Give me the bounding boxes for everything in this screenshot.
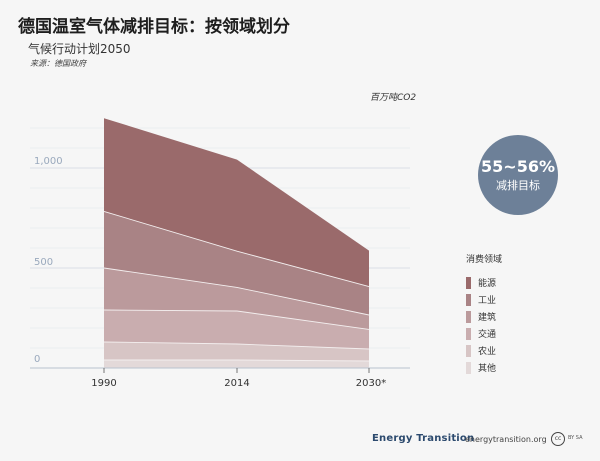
legend-swatch (466, 276, 471, 289)
legend-label: 能源 (478, 279, 497, 289)
axis-layer: 0 500 1,000 1990 2014 2030* (30, 156, 410, 389)
area-series-5 (104, 211, 369, 315)
cc-license-icon: cc (551, 432, 565, 446)
reduction-target-badge: 55~56% 减排目标 (478, 135, 558, 215)
legend-item: 农业 (466, 343, 502, 358)
badge-label: 减排目标 (496, 178, 540, 192)
legend-swatch (466, 293, 471, 306)
license-label: BY SA (568, 435, 583, 441)
x-tick-label: 2030* (356, 378, 386, 389)
chart-source: 来源：德国政府 (30, 59, 86, 68)
legend-item: 其他 (466, 360, 502, 375)
series-boundary-line (103, 267, 370, 316)
chart-title: 德国温室气体减排目标：按领域划分 (18, 17, 290, 37)
legend-swatch (466, 344, 471, 357)
legend-label: 其他 (478, 364, 497, 374)
series-boundary-line (103, 309, 370, 330)
area-series-1 (104, 360, 369, 368)
area-series-4 (104, 268, 369, 330)
series-boundary-line (103, 341, 370, 350)
badge-value: 55~56% (481, 156, 555, 176)
footer-url[interactable]: energytransition.org (465, 435, 547, 444)
x-tick-label: 2014 (224, 378, 249, 389)
legend-item: 工业 (466, 292, 502, 307)
area-series-6 (104, 118, 369, 287)
legend-swatch (466, 361, 471, 374)
legend-swatch (466, 327, 471, 340)
area-layer (103, 118, 370, 368)
unit-label: 百万吨CO2 (370, 92, 416, 103)
legend-swatch (466, 310, 471, 323)
legend-item: 建筑 (466, 309, 502, 324)
legend-item: 交通 (466, 326, 502, 341)
legend-title: 消费领域 (466, 255, 503, 265)
legend-label: 工业 (478, 296, 497, 306)
series-boundary-line (104, 359, 370, 362)
brand-logo: Energy Transition (372, 433, 475, 444)
legend: 消费领域 能源工业建筑交通农业其他 (466, 252, 502, 377)
series-boundary-line (103, 210, 370, 288)
chart-subtitle: 气候行动计划2050 (28, 42, 131, 56)
y-tick-label: 500 (34, 257, 53, 268)
legend-label: 交通 (478, 330, 497, 340)
y-tick-label: 0 (34, 354, 40, 365)
area-series-3 (104, 310, 369, 349)
legend-label: 农业 (478, 347, 497, 357)
legend-items: 能源工业建筑交通农业其他 (466, 275, 502, 375)
legend-label: 建筑 (478, 313, 497, 323)
legend-item: 能源 (466, 275, 502, 290)
y-tick-label: 1,000 (34, 156, 63, 167)
x-tick-label: 1990 (91, 378, 116, 389)
